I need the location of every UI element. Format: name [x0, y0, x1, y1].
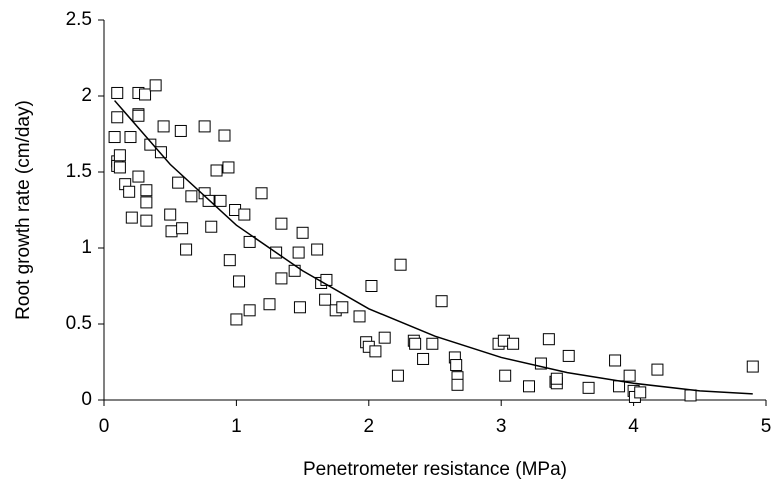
data-point [550, 372, 563, 385]
x-tick-label: 2 [364, 416, 375, 437]
data-point [435, 295, 448, 308]
x-tick-label: 3 [496, 416, 507, 437]
data-point [132, 109, 145, 122]
data-point [180, 243, 193, 256]
data-point [238, 208, 251, 221]
data-point [185, 190, 198, 203]
data-point [111, 86, 124, 99]
data-point [205, 220, 218, 233]
data-point [507, 337, 520, 350]
x-axis-label: Penetrometer resistance (MPa) [303, 459, 567, 480]
data-point [139, 88, 152, 101]
data-point [684, 389, 697, 402]
data-point [165, 225, 178, 238]
data-point [634, 386, 647, 399]
data-point [623, 369, 636, 382]
data-point [311, 243, 324, 256]
data-point [172, 176, 185, 189]
data-point [125, 211, 138, 224]
data-point [123, 185, 136, 198]
data-point [198, 120, 211, 133]
data-point [365, 280, 378, 292]
y-tick-label: 1.5 [66, 161, 92, 182]
data-point [746, 360, 759, 373]
data-point [582, 381, 595, 394]
data-point [230, 313, 243, 326]
data-point [144, 138, 157, 151]
x-tick-label: 4 [628, 416, 639, 437]
data-point [222, 161, 235, 174]
data-point [450, 359, 463, 372]
data-point [562, 349, 575, 362]
data-point [108, 131, 121, 144]
y-tick-label: 2.5 [66, 9, 92, 30]
x-tick-label: 0 [99, 416, 110, 437]
data-point [132, 170, 145, 183]
data-point [275, 272, 288, 285]
data-point [255, 187, 268, 200]
data-point [534, 357, 547, 370]
data-point [176, 222, 189, 235]
data-point [111, 111, 124, 124]
data-point [113, 149, 126, 162]
data-point [275, 217, 288, 230]
data-point [369, 345, 382, 358]
data-point [319, 293, 332, 306]
data-point [394, 258, 407, 271]
data-point [202, 194, 215, 207]
y-tick-label: 1 [81, 237, 92, 258]
trend-line [114, 100, 753, 395]
y-tick-label: 0 [81, 389, 92, 410]
data-point [157, 120, 170, 133]
data-point [263, 298, 276, 311]
data-point [409, 337, 422, 350]
data-point [140, 214, 153, 227]
data-point [378, 331, 391, 344]
data-point [149, 79, 162, 92]
data-point [243, 235, 256, 248]
data-point [218, 129, 231, 142]
y-axis-label: Root growth rate (cm/day) [13, 100, 34, 320]
data-point [336, 301, 349, 314]
data-point [613, 380, 626, 393]
data-point [353, 310, 366, 323]
data-point [451, 378, 464, 391]
data-point [140, 196, 153, 209]
data-point [542, 333, 555, 346]
data-point [210, 164, 223, 177]
data-point [651, 363, 664, 376]
data-point [391, 369, 404, 382]
data-point [293, 301, 306, 314]
data-point [174, 124, 187, 137]
data-point [426, 337, 439, 350]
y-tick-label: 2 [81, 85, 92, 106]
data-point [154, 146, 167, 159]
data-point [523, 380, 536, 393]
data-point [320, 273, 333, 286]
data-point [499, 369, 512, 382]
data-point [124, 131, 137, 144]
data-point [288, 264, 301, 277]
data-point [417, 352, 430, 365]
data-point [292, 246, 305, 259]
data-point [243, 304, 256, 317]
data-point [233, 275, 246, 288]
y-tick-label: 0.5 [66, 313, 92, 334]
data-point [113, 161, 126, 174]
data-point [223, 254, 236, 267]
x-tick-label: 5 [761, 416, 771, 437]
data-point [214, 194, 227, 207]
data-point [296, 226, 309, 239]
data-point [140, 184, 153, 197]
data-point [164, 208, 177, 221]
data-point [609, 354, 622, 367]
x-tick-label: 1 [231, 416, 242, 437]
